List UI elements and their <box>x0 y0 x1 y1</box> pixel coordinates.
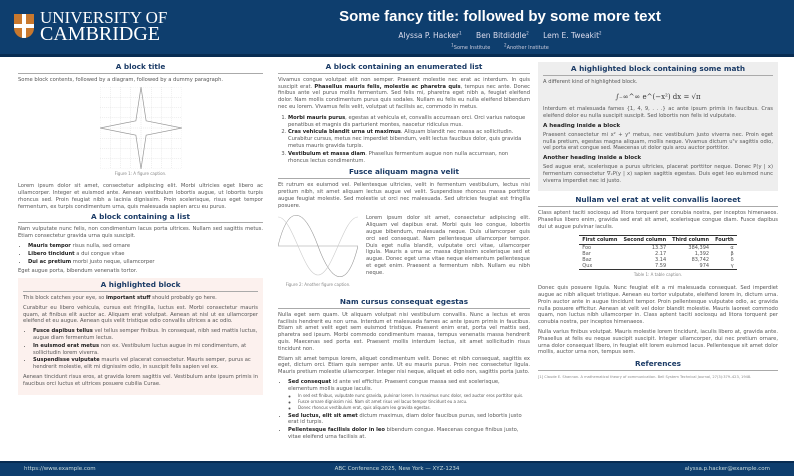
table-row: Bar 2.17 1,392 β <box>582 251 734 258</box>
conference-info: ABC Conference 2025, New York — XYZ-1234 <box>334 466 460 472</box>
paragraph: Vivamus congue volutpat elit non semper.… <box>278 76 530 110</box>
logo-line1: UNIVERSITY OF <box>40 8 168 27</box>
list-item: Mauris tempor risus nulla, sed ornare <box>28 243 263 250</box>
block-title: A block containing an enumerated list <box>278 63 530 74</box>
poster-title: Some fancy title: followed by some more … <box>339 8 661 25</box>
institutions: 1Some Institute 2Another Institute <box>451 42 549 52</box>
paragraph: Donec quis posuere ligula. Nunc feugiat … <box>538 285 778 326</box>
paragraph: Sed augue erat, scelerisque a purus ultr… <box>543 163 773 184</box>
equation: ∫₋∞^∞ e^(−x²) dx = √π <box>615 92 701 101</box>
figure-caption: Figure 1: A figure caption. <box>114 170 167 176</box>
paragraph: Nam vulputate nunc felis, non condimentu… <box>18 226 263 240</box>
author: Alyssa P. Hacker <box>398 30 460 40</box>
list-item: Sed consequat id ante vel efficitur. Pra… <box>288 379 530 410</box>
block-title: A block title <box>18 63 263 74</box>
sine-wave-figure <box>277 215 359 278</box>
paragraph: Interdum et malesuada fames {1, 4, 9, . … <box>543 106 773 120</box>
list-item: Sed luctus, elit sit amet dictum maximus… <box>288 413 530 427</box>
author: Lem E. Tweakit <box>543 30 600 40</box>
star-diagram <box>99 86 182 169</box>
table-caption: Table 1: A table caption. <box>633 272 683 278</box>
list-item: Fusce dapibus tellus vel tellus semper f… <box>33 328 258 342</box>
list-item: Morbi mauris purus, egestas at vehicula … <box>288 115 530 129</box>
highlighted-block: A highlighted block This block catches y… <box>18 278 263 395</box>
email-link[interactable]: alyssa.p.hacker@example.com <box>684 466 770 472</box>
enumerated-list: Morbi mauris purus, egestas at vehicula … <box>288 115 530 165</box>
block-title: A block containing a list <box>18 213 263 224</box>
paragraph: Curabitur eu libero vehicula, cursus est… <box>23 304 258 325</box>
list-item: Libero tincidunt a dui congue vitae <box>28 251 263 258</box>
reference: [1] Claude E. Shannon. A mathematical th… <box>538 374 752 379</box>
column-2: A block containing an enumerated list Vi… <box>277 62 530 444</box>
paragraph: Et rutrum ex euismod vel. Pellentesque u… <box>278 182 530 209</box>
crest-icon <box>14 14 34 38</box>
list-item: Donec rhoncus vestibulum erat, quis aliq… <box>298 405 530 410</box>
paragraph: Class aptent taciti sociosqu ad litora t… <box>538 210 778 230</box>
website-link[interactable]: https://www.example.com <box>24 466 96 472</box>
paragraph: This block catches your eye, so importan… <box>23 294 217 301</box>
list-item: Suspendisse vulputate mauris vel placera… <box>33 357 258 371</box>
block-title: A highlighted block containing some math <box>543 65 773 76</box>
math-block: A highlighted block containing some math… <box>538 62 778 192</box>
poster-header: UNIVERSITY OF CAMBRIDGE Some fancy title:… <box>0 0 794 57</box>
table-row: Foo 13.37 384,394 α <box>582 245 734 252</box>
sub-list: In sed est finibus, vulputate nunc gravi… <box>298 393 530 410</box>
column-1: A block title Some block contents, follo… <box>18 62 263 398</box>
list-item: Cras vehicula blandit urna ut maximus. A… <box>288 129 530 149</box>
logo-line2: CAMBRIDGE <box>40 23 161 45</box>
block-heading: A heading inside a block <box>543 122 621 129</box>
paragraph: Aenean tincidunt risus eros, at gravida … <box>23 373 258 387</box>
institution: Another Institute <box>506 45 549 52</box>
block-heading: Another heading inside a block <box>543 155 642 162</box>
block-title: References <box>538 360 778 371</box>
paragraph: Praesent consectetur mi x² + y² metus, n… <box>543 131 773 152</box>
block-title: Fusce aliquam magna velit <box>278 168 530 180</box>
bullet-list: Sed consequat id ante vel efficitur. Pra… <box>288 379 530 441</box>
authors: Alyssa P. Hacker1 Ben Bitdiddle2 Lem E. … <box>398 30 602 40</box>
institution: Some Institute <box>453 45 491 52</box>
column-3: A highlighted block containing some math… <box>538 62 778 381</box>
paragraph: A different kind of highlighted block. <box>543 78 638 85</box>
list-item: Dui ac pretium morbi justo neque, ullamc… <box>28 259 263 266</box>
paragraph: Lorem ipsum dolor sit amet, consectetur … <box>366 215 530 276</box>
block-title: Nam cursus consequat egestas <box>278 298 530 309</box>
table-row: Baz 3.14 83,742 δ <box>582 257 734 264</box>
table-row: Qux 7.59 974 γ <box>579 263 737 271</box>
poster-footer: ABC Conference 2025, New York — XYZ-1234… <box>0 461 794 476</box>
block-title: A highlighted block <box>23 281 258 292</box>
paragraph: Etiam sit amet tempus lorem, aliquet con… <box>278 355 530 376</box>
bullet-list: Mauris tempor risus nulla, sed ornare Li… <box>28 243 263 265</box>
paragraph: Nulla varius finibus volutpat. Mauris mo… <box>538 328 778 356</box>
university-logo: UNIVERSITY OF CAMBRIDGE <box>14 8 168 45</box>
list-item: In sed est finibus, vulputate nunc gravi… <box>298 393 530 398</box>
paragraph: Nulla eget sem quam. Ut aliquam volutpat… <box>278 311 530 352</box>
author: Ben Bitdiddle <box>476 30 527 40</box>
figure-caption: Figure 2: Another figure caption. <box>285 282 351 288</box>
list-item: In euismod erat metus non ex. Vestibulum… <box>33 343 258 357</box>
paragraph: Some block contents, followed by a diagr… <box>18 76 224 83</box>
data-table: First column Second column Third column Fou… <box>579 234 737 271</box>
list-item: Fusce ornare dignissim nisi. Nam sit ame… <box>298 399 530 404</box>
list-item: Vestibulum et massa diam. Phasellus ferm… <box>288 151 530 165</box>
list-item: Pellentesque facilisis dolor in leo bibe… <box>288 427 530 441</box>
paragraph: Lorem ipsum dolor sit amet, consectetur … <box>18 183 263 210</box>
block-title: Nullam vel erat at velit convallis laore… <box>538 196 778 208</box>
paragraph: Eget augue porta, bibendum venenatis tor… <box>18 268 138 275</box>
bullet-list: Fusce dapibus tellus vel tellus semper f… <box>33 328 258 371</box>
